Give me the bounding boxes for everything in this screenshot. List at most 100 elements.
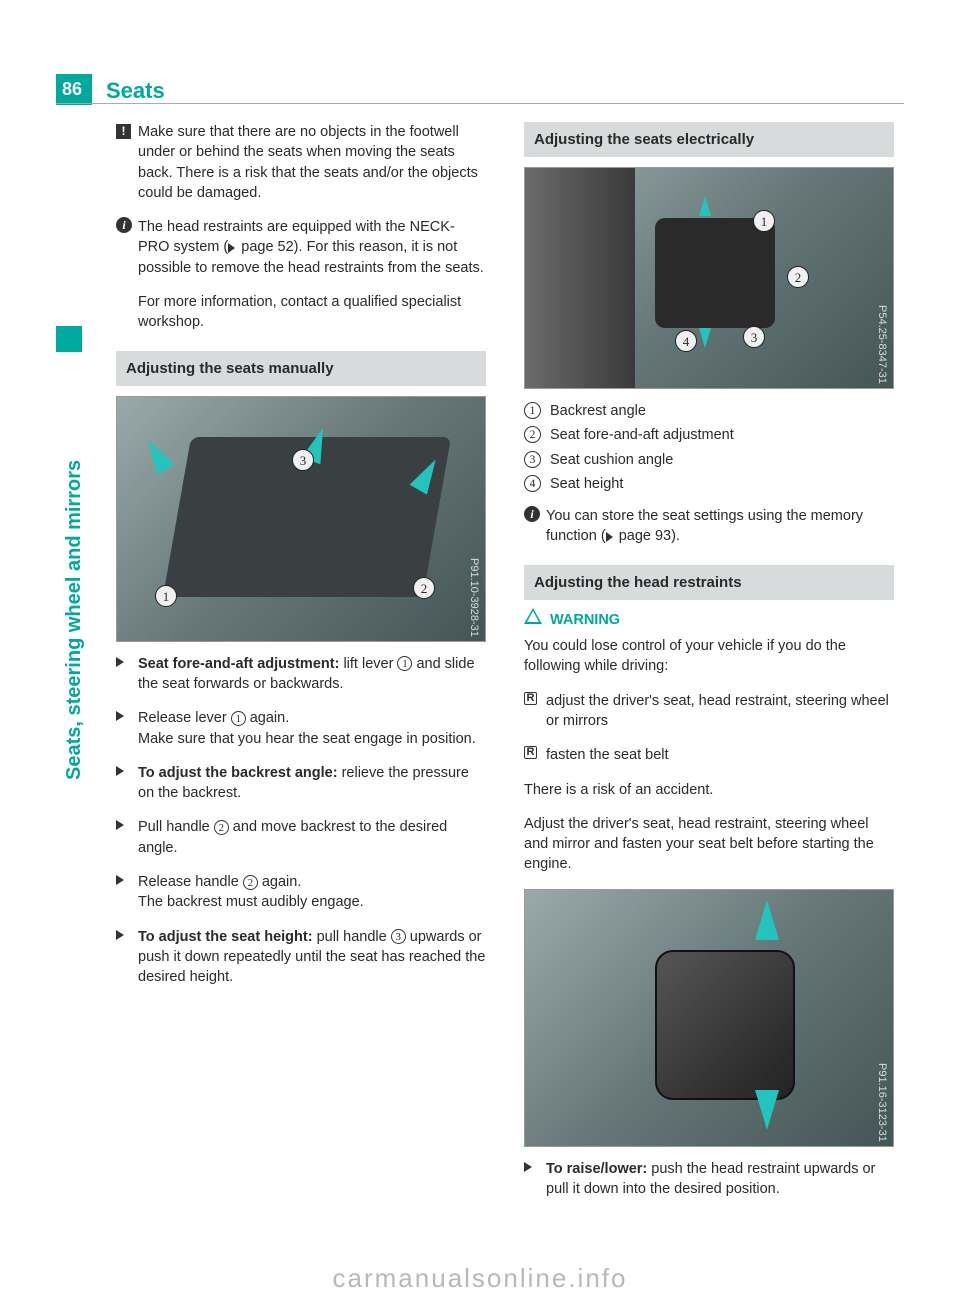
figure-callout-2: 2: [413, 577, 435, 599]
figure-callout-2: 2: [787, 266, 809, 288]
warning-p2: There is a risk of an accident.: [524, 780, 894, 800]
figure-callout-1: 1: [753, 210, 775, 232]
step-headrest: To raise/lower: push the head restraint …: [524, 1159, 894, 1200]
caution-icon: !: [116, 124, 131, 139]
info-block-1: i The head restraints are equipped with …: [116, 217, 486, 278]
step-3-bold: To adjust the backrest angle:: [138, 765, 338, 781]
step-arrow-icon: [116, 820, 124, 830]
heading-head-restraints: Adjusting the head restraints: [524, 565, 894, 600]
inline-callout-1: 1: [231, 711, 246, 726]
bullet-r-icon: R: [524, 692, 537, 705]
step-6-bold: To adjust the seat height:: [138, 929, 313, 945]
legend-row-1: 1 Backrest angle: [524, 401, 894, 421]
inline-callout-2: 2: [243, 875, 258, 890]
info-block-2: For more information, contact a qualifie…: [116, 292, 486, 333]
step-arrow-icon: [116, 711, 124, 721]
figure-electric-seat: 1 2 3 4 P54.25-8347-31: [524, 167, 894, 389]
legend-label-1: Backrest angle: [550, 403, 646, 419]
step-2c: Make sure that you hear the seat engage …: [138, 731, 476, 747]
right-column: Adjusting the seats electrically 1 2 3 4…: [524, 122, 894, 1213]
legend-label-2: Seat fore-and-aft adjustment: [550, 427, 734, 443]
page-number: 86: [56, 74, 92, 105]
figure-arrow-icon: [140, 434, 175, 474]
caution-block: ! Make sure that there are no objects in…: [116, 122, 486, 203]
pageref-icon: [606, 532, 613, 542]
bullet-r-icon: R: [524, 746, 537, 759]
inline-callout-3: 3: [391, 929, 406, 944]
figure-arrow-icon: [699, 328, 711, 348]
warning-bullet-1: R adjust the driver's seat, head restrai…: [524, 691, 894, 732]
header-rule: [56, 103, 904, 104]
seat-control-shape: [655, 218, 775, 328]
legend-num-3: 3: [524, 451, 541, 468]
warning-p1: You could lose control of your vehicle i…: [524, 636, 894, 677]
inline-callout-1: 1: [397, 656, 412, 671]
step-arrow-icon: [116, 875, 124, 885]
step-5: Release handle 2 again. The backrest mus…: [116, 872, 486, 913]
legend-num-2: 2: [524, 426, 541, 443]
legend-row-3: 3 Seat cushion angle: [524, 450, 894, 470]
step-3: To adjust the backrest angle: relieve th…: [116, 763, 486, 804]
step-5b: again.: [258, 874, 302, 890]
door-panel-shape: [525, 168, 635, 388]
step-1: Seat fore-and-aft adjustment: lift lever…: [116, 654, 486, 695]
step-2b: again.: [246, 710, 290, 726]
pageref-icon: [228, 243, 235, 253]
figure-callout-3: 3: [292, 449, 314, 471]
info-icon: i: [524, 506, 540, 522]
figure-arrow-icon: [699, 196, 711, 216]
legend-num-1: 1: [524, 402, 541, 419]
legend-row-4: 4 Seat height: [524, 474, 894, 494]
heading-electric-adjust: Adjusting the seats electrically: [524, 122, 894, 157]
figure-callout-4: 4: [675, 330, 697, 352]
step-arrow-icon: [116, 657, 124, 667]
warning-b2-text: fasten the seat belt: [546, 747, 669, 763]
sidebar-tab: [56, 326, 82, 352]
figure-arrow-icon: [755, 1090, 779, 1130]
warning-b1-text: adjust the driver's seat, head restraint…: [546, 693, 889, 729]
inline-callout-2: 2: [214, 820, 229, 835]
step-arrow-icon: [116, 930, 124, 940]
legend-label-4: Seat height: [550, 476, 623, 492]
caution-text: Make sure that there are no objects in t…: [138, 124, 478, 201]
step-6: To adjust the seat height: pull handle 3…: [116, 927, 486, 988]
figure-manual-seat: 1 2 3 P91.10-3928-31: [116, 396, 486, 642]
step-1-bold: Seat fore-and-aft adjustment:: [138, 656, 339, 672]
warning-triangle-icon: [524, 608, 542, 624]
figure-arrow-icon: [755, 900, 779, 940]
heading-manual-adjust: Adjusting the seats manually: [116, 351, 486, 386]
step-arrow-icon: [524, 1162, 532, 1172]
step-5a: Release handle: [138, 874, 243, 890]
warning-bullet-2: R fasten the seat belt: [524, 745, 894, 765]
sidebar-chapter-label: Seats, steering wheel and mirrors: [60, 460, 88, 780]
info-icon: i: [116, 217, 132, 233]
step-2a: Release lever: [138, 710, 231, 726]
left-column: ! Make sure that there are no objects in…: [116, 122, 486, 1002]
figure-callout-3: 3: [743, 326, 765, 348]
figure-head-restraint: P91.16-3123-31: [524, 889, 894, 1147]
step-1-mid: lift lever: [339, 656, 397, 672]
warning-heading: WARNING: [524, 610, 894, 630]
legend-label-3: Seat cushion angle: [550, 452, 673, 468]
headrest-shape: [655, 950, 795, 1100]
info-text-2: For more information, contact a qualifie…: [138, 294, 461, 330]
info-memory: i You can store the seat settings using …: [524, 506, 894, 547]
info-memory-b: page 93).: [619, 528, 680, 544]
step-headrest-bold: To raise/lower:: [546, 1161, 647, 1177]
step-6a: pull handle: [313, 929, 391, 945]
warning-label: WARNING: [550, 612, 620, 628]
footer-watermark: carmanualsonline.info: [0, 1260, 960, 1296]
step-4a: Pull handle: [138, 819, 214, 835]
warning-p3: Adjust the driver's seat, head restraint…: [524, 814, 894, 875]
figure-watermark: P91.10-3928-31: [466, 558, 481, 637]
legend-row-2: 2 Seat fore-and-aft adjustment: [524, 425, 894, 445]
step-4: Pull handle 2 and move backrest to the d…: [116, 817, 486, 858]
legend-num-4: 4: [524, 475, 541, 492]
figure-watermark: P54.25-8347-31: [874, 305, 889, 384]
info-memory-a: You can store the seat settings using th…: [546, 508, 863, 544]
step-2: Release lever 1 again. Make sure that yo…: [116, 708, 486, 749]
figure-callout-1: 1: [155, 585, 177, 607]
step-arrow-icon: [116, 766, 124, 776]
step-5c: The backrest must audibly engage.: [138, 894, 364, 910]
figure-watermark: P91.16-3123-31: [874, 1063, 889, 1142]
